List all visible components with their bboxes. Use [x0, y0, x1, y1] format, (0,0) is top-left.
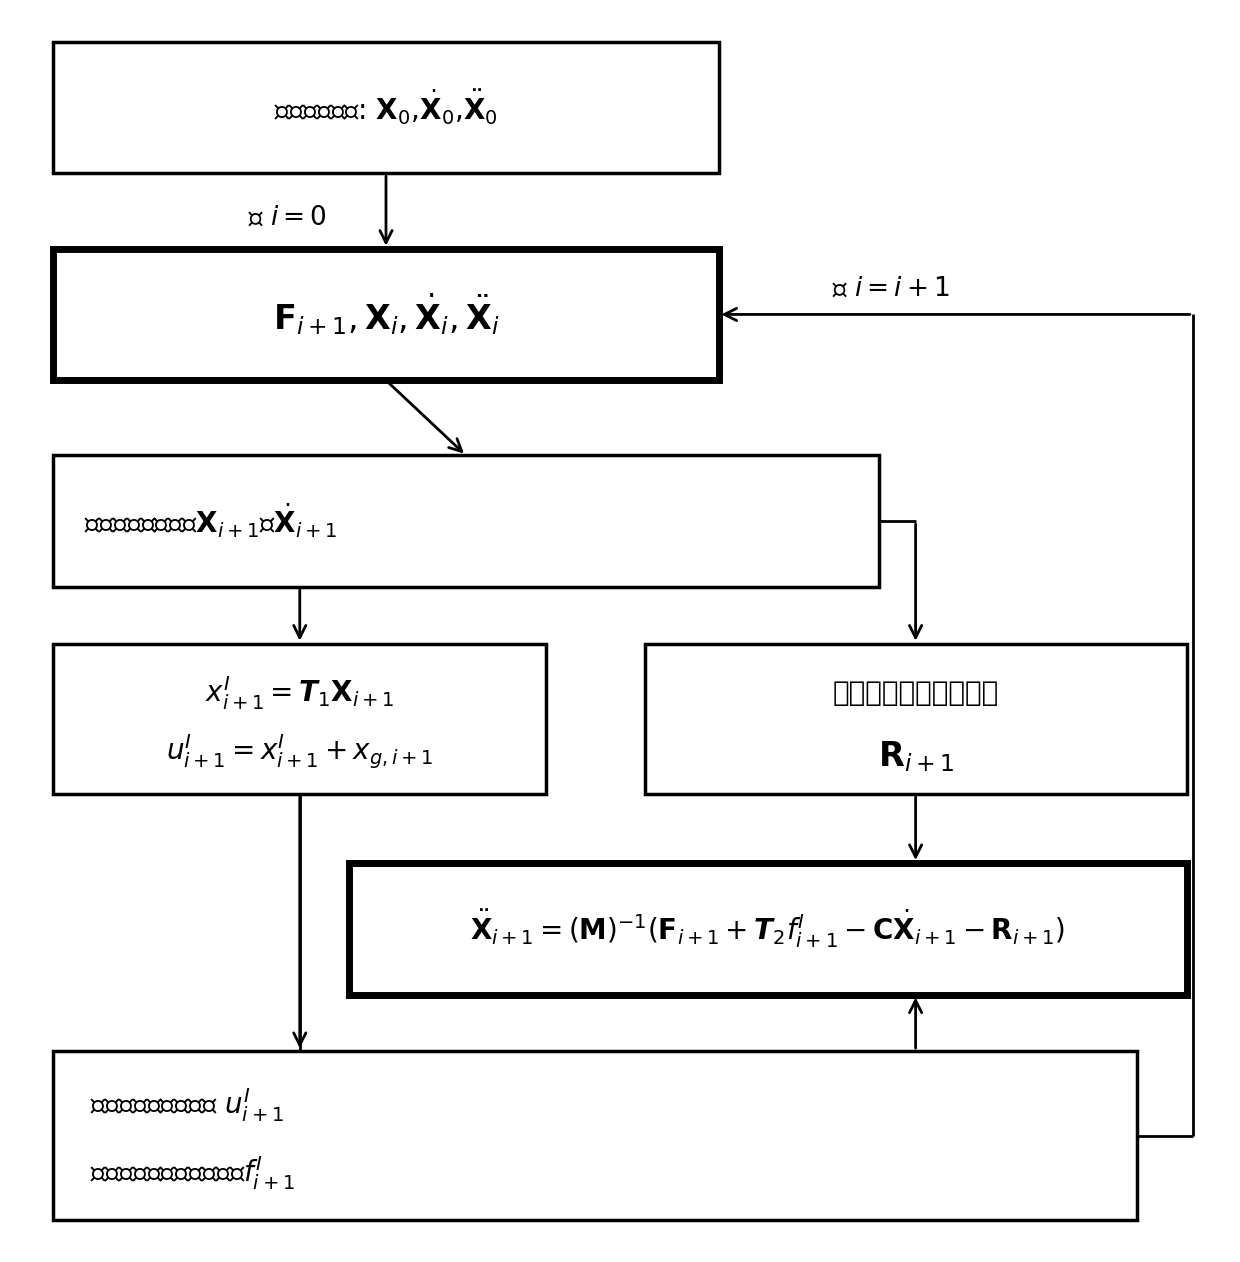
- Text: $u^I_{i+1}=x^I_{i+1}+x_{g,i+1}$: $u^I_{i+1}=x^I_{i+1}+x_{g,i+1}$: [166, 733, 434, 771]
- Bar: [53, 1051, 1137, 1220]
- Text: 施加界面处绝对位移 $u^I_{i+1}$: 施加界面处绝对位移 $u^I_{i+1}$: [91, 1087, 284, 1124]
- Text: $\ddot{\mathbf{X}}_{i+1}=(\mathbf{M})^{-1}(\mathbf{F}_{i+1}+\boldsymbol{T}_2 f^I: $\ddot{\mathbf{X}}_{i+1}=(\mathbf{M})^{-…: [470, 907, 1065, 950]
- Text: 驱动振动台，测得界面力$f^I_{i+1}$: 驱动振动台，测得界面力$f^I_{i+1}$: [91, 1153, 295, 1191]
- Text: 分析子结构的状态确定: 分析子结构的状态确定: [832, 679, 998, 707]
- Bar: [53, 644, 546, 794]
- Text: 令 $i=i+1$: 令 $i=i+1$: [832, 276, 950, 302]
- Text: $\mathbf{F}_{i+1},\mathbf{X}_i,\dot{\mathbf{X}}_i,\ddot{\mathbf{X}}_i$: $\mathbf{F}_{i+1},\mathbf{X}_i,\dot{\mat…: [273, 292, 500, 337]
- Bar: [53, 42, 718, 173]
- Bar: [53, 456, 879, 587]
- Text: $\mathbf{R}_{i+1}$: $\mathbf{R}_{i+1}$: [878, 740, 954, 774]
- Bar: [348, 863, 1187, 994]
- Text: 使用积分算法求出$\mathbf{X}_{i+1}$及$\dot{\mathbf{X}}_{i+1}$: 使用积分算法求出$\mathbf{X}_{i+1}$及$\dot{\mathbf…: [84, 502, 337, 540]
- Text: $x^I_{i+1}=\boldsymbol{T}_1\mathbf{X}_{i+1}$: $x^I_{i+1}=\boldsymbol{T}_1\mathbf{X}_{i…: [205, 674, 394, 712]
- Text: 初始条件计算: $\mathbf{X}_0$,$\dot{\mathbf{X}}_0$,$\ddot{\mathbf{X}}_0$: 初始条件计算: $\mathbf{X}_0$,$\dot{\mathbf{X}}…: [274, 88, 498, 127]
- Bar: [645, 644, 1187, 794]
- Bar: [53, 249, 718, 380]
- Text: 令 $i=0$: 令 $i=0$: [248, 204, 327, 230]
